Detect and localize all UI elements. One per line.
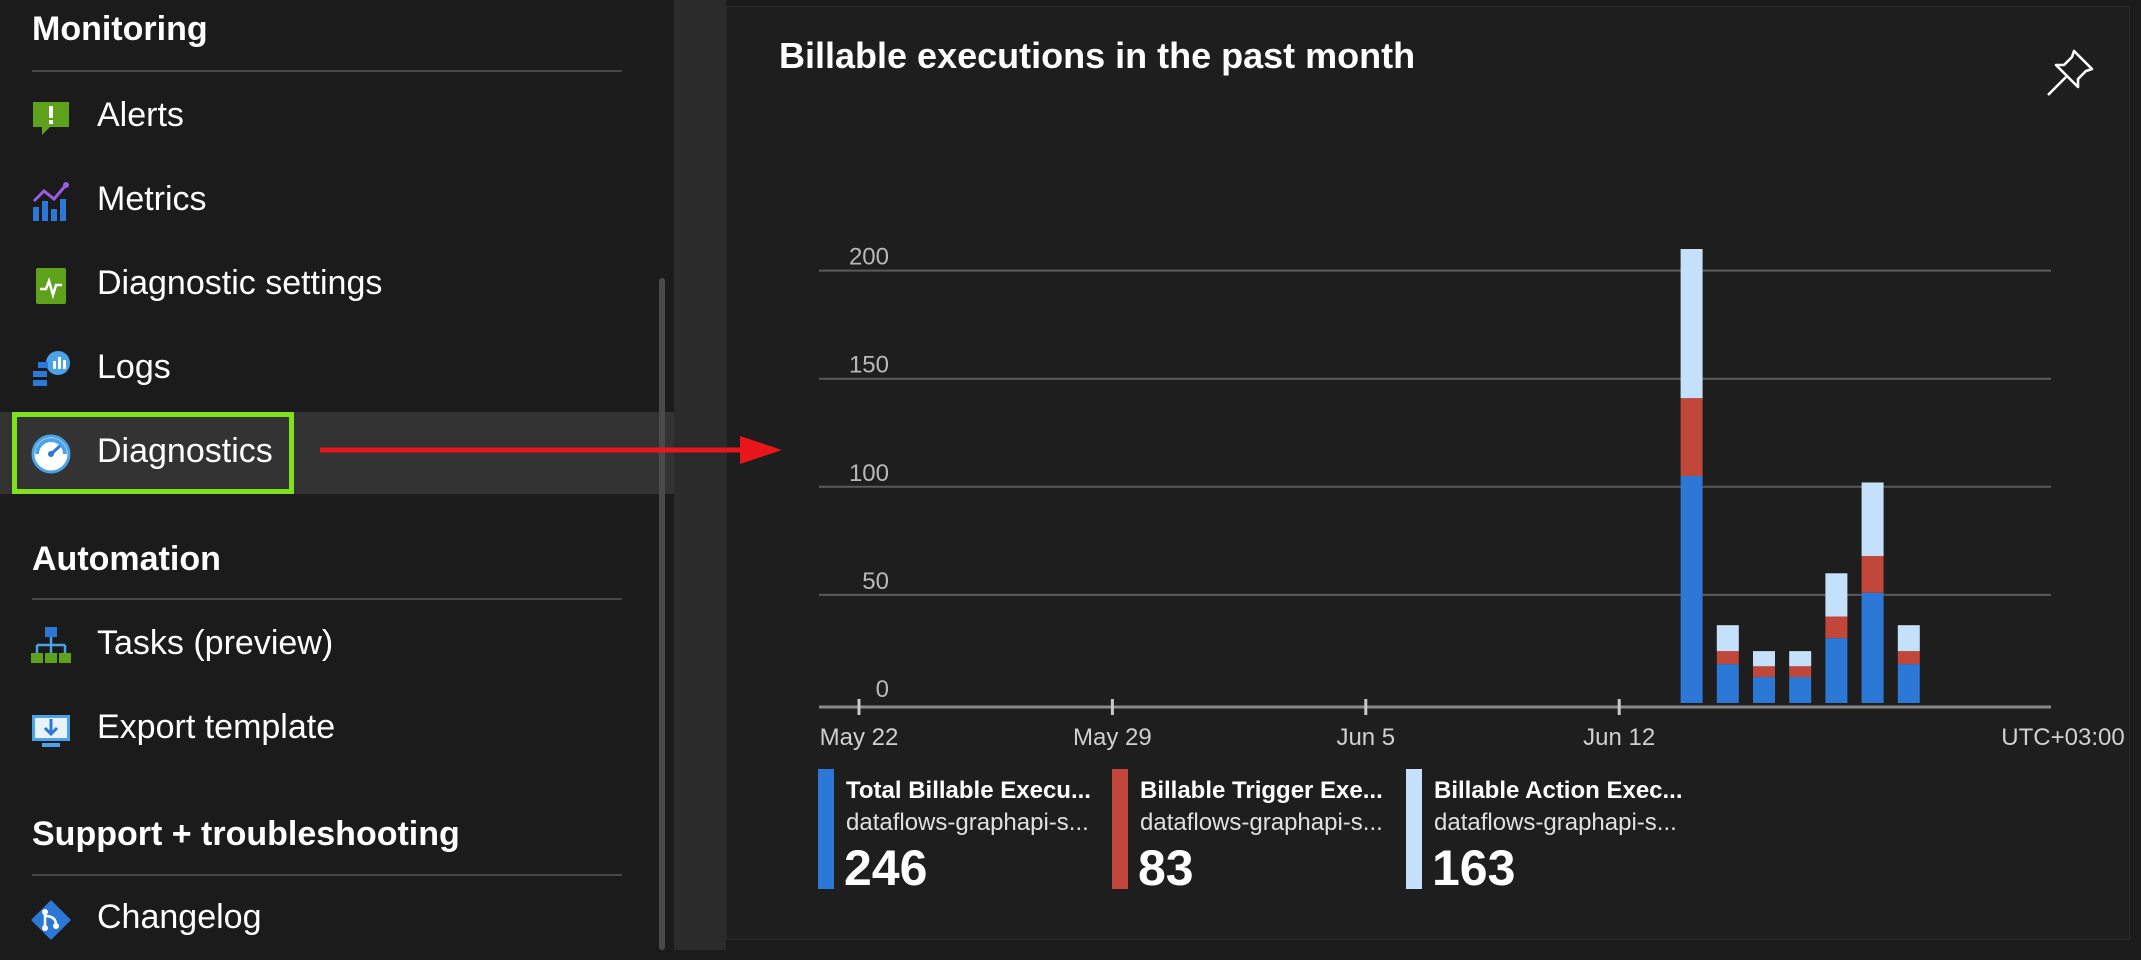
bar-segment (1897, 664, 1920, 703)
annotation-arrow (320, 436, 782, 464)
y-tick-label: 150 (849, 352, 889, 379)
bars (1680, 249, 1920, 703)
y-tick-label: 50 (862, 568, 889, 595)
bar-segment (1789, 651, 1812, 667)
bar-segment (1825, 573, 1848, 617)
alert-icon (33, 102, 69, 135)
sidebar-item-label: Alerts (97, 96, 184, 134)
bar-segment (1753, 677, 1775, 703)
chart-card[interactable]: Billable executions in the past month 0 5… (726, 6, 2130, 940)
sidebar-item-export-template[interactable]: Export template (0, 688, 674, 770)
bar-segment (1825, 638, 1848, 703)
pin-icon[interactable] (2042, 45, 2098, 101)
chart: 0 50 100 150 200 May 22 May 29 Jun 5 Jun 12 UTC+… (819, 244, 2125, 751)
bar-segment (1680, 249, 1703, 399)
legend-swatch (818, 769, 834, 889)
sidebar-scrollbar[interactable] (659, 278, 665, 950)
sidebar-item-diagnostics[interactable]: Diagnostics (0, 412, 674, 494)
bar-segment (1861, 555, 1884, 593)
section-title-monitoring: Monitoring (32, 10, 208, 48)
divider (32, 874, 622, 876)
legend-name: Billable Trigger Exe... (1140, 777, 1383, 804)
y-tick-label: 100 (849, 460, 889, 487)
changelog-icon (31, 900, 71, 940)
bar-segment (1753, 666, 1775, 678)
pane-separator (674, 0, 726, 950)
legend-resource: dataflows-graphapi-s... (1140, 809, 1383, 836)
sidebar-item-label: Diagnostic settings (97, 264, 383, 302)
legend-item-total[interactable]: Total Billable Execu... dataflows-grapha… (818, 769, 1091, 899)
bar-segment (1861, 482, 1884, 556)
sidebar-item-label: Logs (97, 348, 171, 386)
legend-total: 246 (844, 840, 928, 896)
divider (32, 70, 622, 72)
legend-total: 83 (1138, 840, 1194, 896)
bar-segment (1825, 616, 1848, 639)
export-template-icon (32, 715, 70, 747)
bar-segment (1753, 651, 1775, 667)
legend-swatch (1112, 769, 1128, 889)
sidebar-item-label: Diagnostics (97, 432, 273, 470)
bar-segment (1861, 592, 1884, 703)
logs-icon (33, 351, 70, 386)
bar-segment (1716, 625, 1739, 652)
y-tick-label: 200 (849, 244, 889, 271)
x-axis (819, 699, 2051, 715)
bar-segment (1789, 677, 1812, 703)
bar-segment (1789, 666, 1812, 678)
x-tick-label: May 29 (1073, 724, 1152, 751)
chart-title: Billable executions in the past month (779, 35, 1416, 76)
sidebar-item-label: Export template (97, 708, 336, 746)
sidebar-item-alerts[interactable]: Alerts (0, 76, 674, 158)
sidebar-item-changelog[interactable]: Changelog (0, 878, 674, 960)
divider (32, 598, 622, 600)
timezone-label: UTC+03:00 (2001, 724, 2124, 751)
sidebar-item-logs[interactable]: Logs (0, 328, 674, 410)
sidebar-item-tasks[interactable]: Tasks (preview) (0, 604, 674, 686)
bar-segment (1680, 476, 1703, 703)
sidebar-item-label: Tasks (preview) (97, 624, 334, 662)
section-title-automation: Automation (32, 540, 221, 578)
x-tick-label: Jun 12 (1583, 724, 1655, 751)
y-tick-label: 0 (876, 676, 889, 703)
bar-segment (1680, 398, 1703, 476)
legend-resource: dataflows-graphapi-s... (1434, 809, 1677, 836)
bar-segment (1897, 651, 1920, 665)
sidebar-item-diagnostic-settings[interactable]: Diagnostic settings (0, 244, 674, 326)
sidebar-item-label: Metrics (97, 180, 207, 218)
sidebar-item-label: Changelog (97, 898, 262, 936)
diagnostics-gauge-icon (31, 434, 71, 474)
legend-resource: dataflows-graphapi-s... (846, 809, 1089, 836)
metrics-icon (32, 182, 69, 221)
bar-segment (1716, 664, 1739, 703)
bar-segment (1716, 651, 1739, 665)
bar-segment (1897, 625, 1920, 652)
legend-total: 163 (1432, 840, 1516, 896)
x-tick-label: Jun 5 (1336, 724, 1395, 751)
tick-labels: 0 50 100 150 200 May 22 May 29 Jun 5 Jun 12 (820, 244, 1656, 751)
diagnostic-settings-icon (36, 268, 66, 304)
legend-swatch (1406, 769, 1422, 889)
x-tick-label: May 22 (820, 724, 899, 751)
legend-name: Billable Action Exec... (1434, 777, 1683, 804)
legend-item-action[interactable]: Billable Action Exec... dataflows-grapha… (1406, 769, 1683, 899)
legend-item-trigger[interactable]: Billable Trigger Exe... dataflows-grapha… (1112, 769, 1383, 899)
legend-name: Total Billable Execu... (846, 777, 1091, 804)
sidebar: Monitoring Alerts Metrics Diagnostic set… (0, 0, 674, 950)
section-title-support-troubleshooting: Support + troubleshooting (32, 815, 460, 853)
sidebar-item-metrics[interactable]: Metrics (0, 160, 674, 242)
tasks-icon (31, 627, 71, 663)
